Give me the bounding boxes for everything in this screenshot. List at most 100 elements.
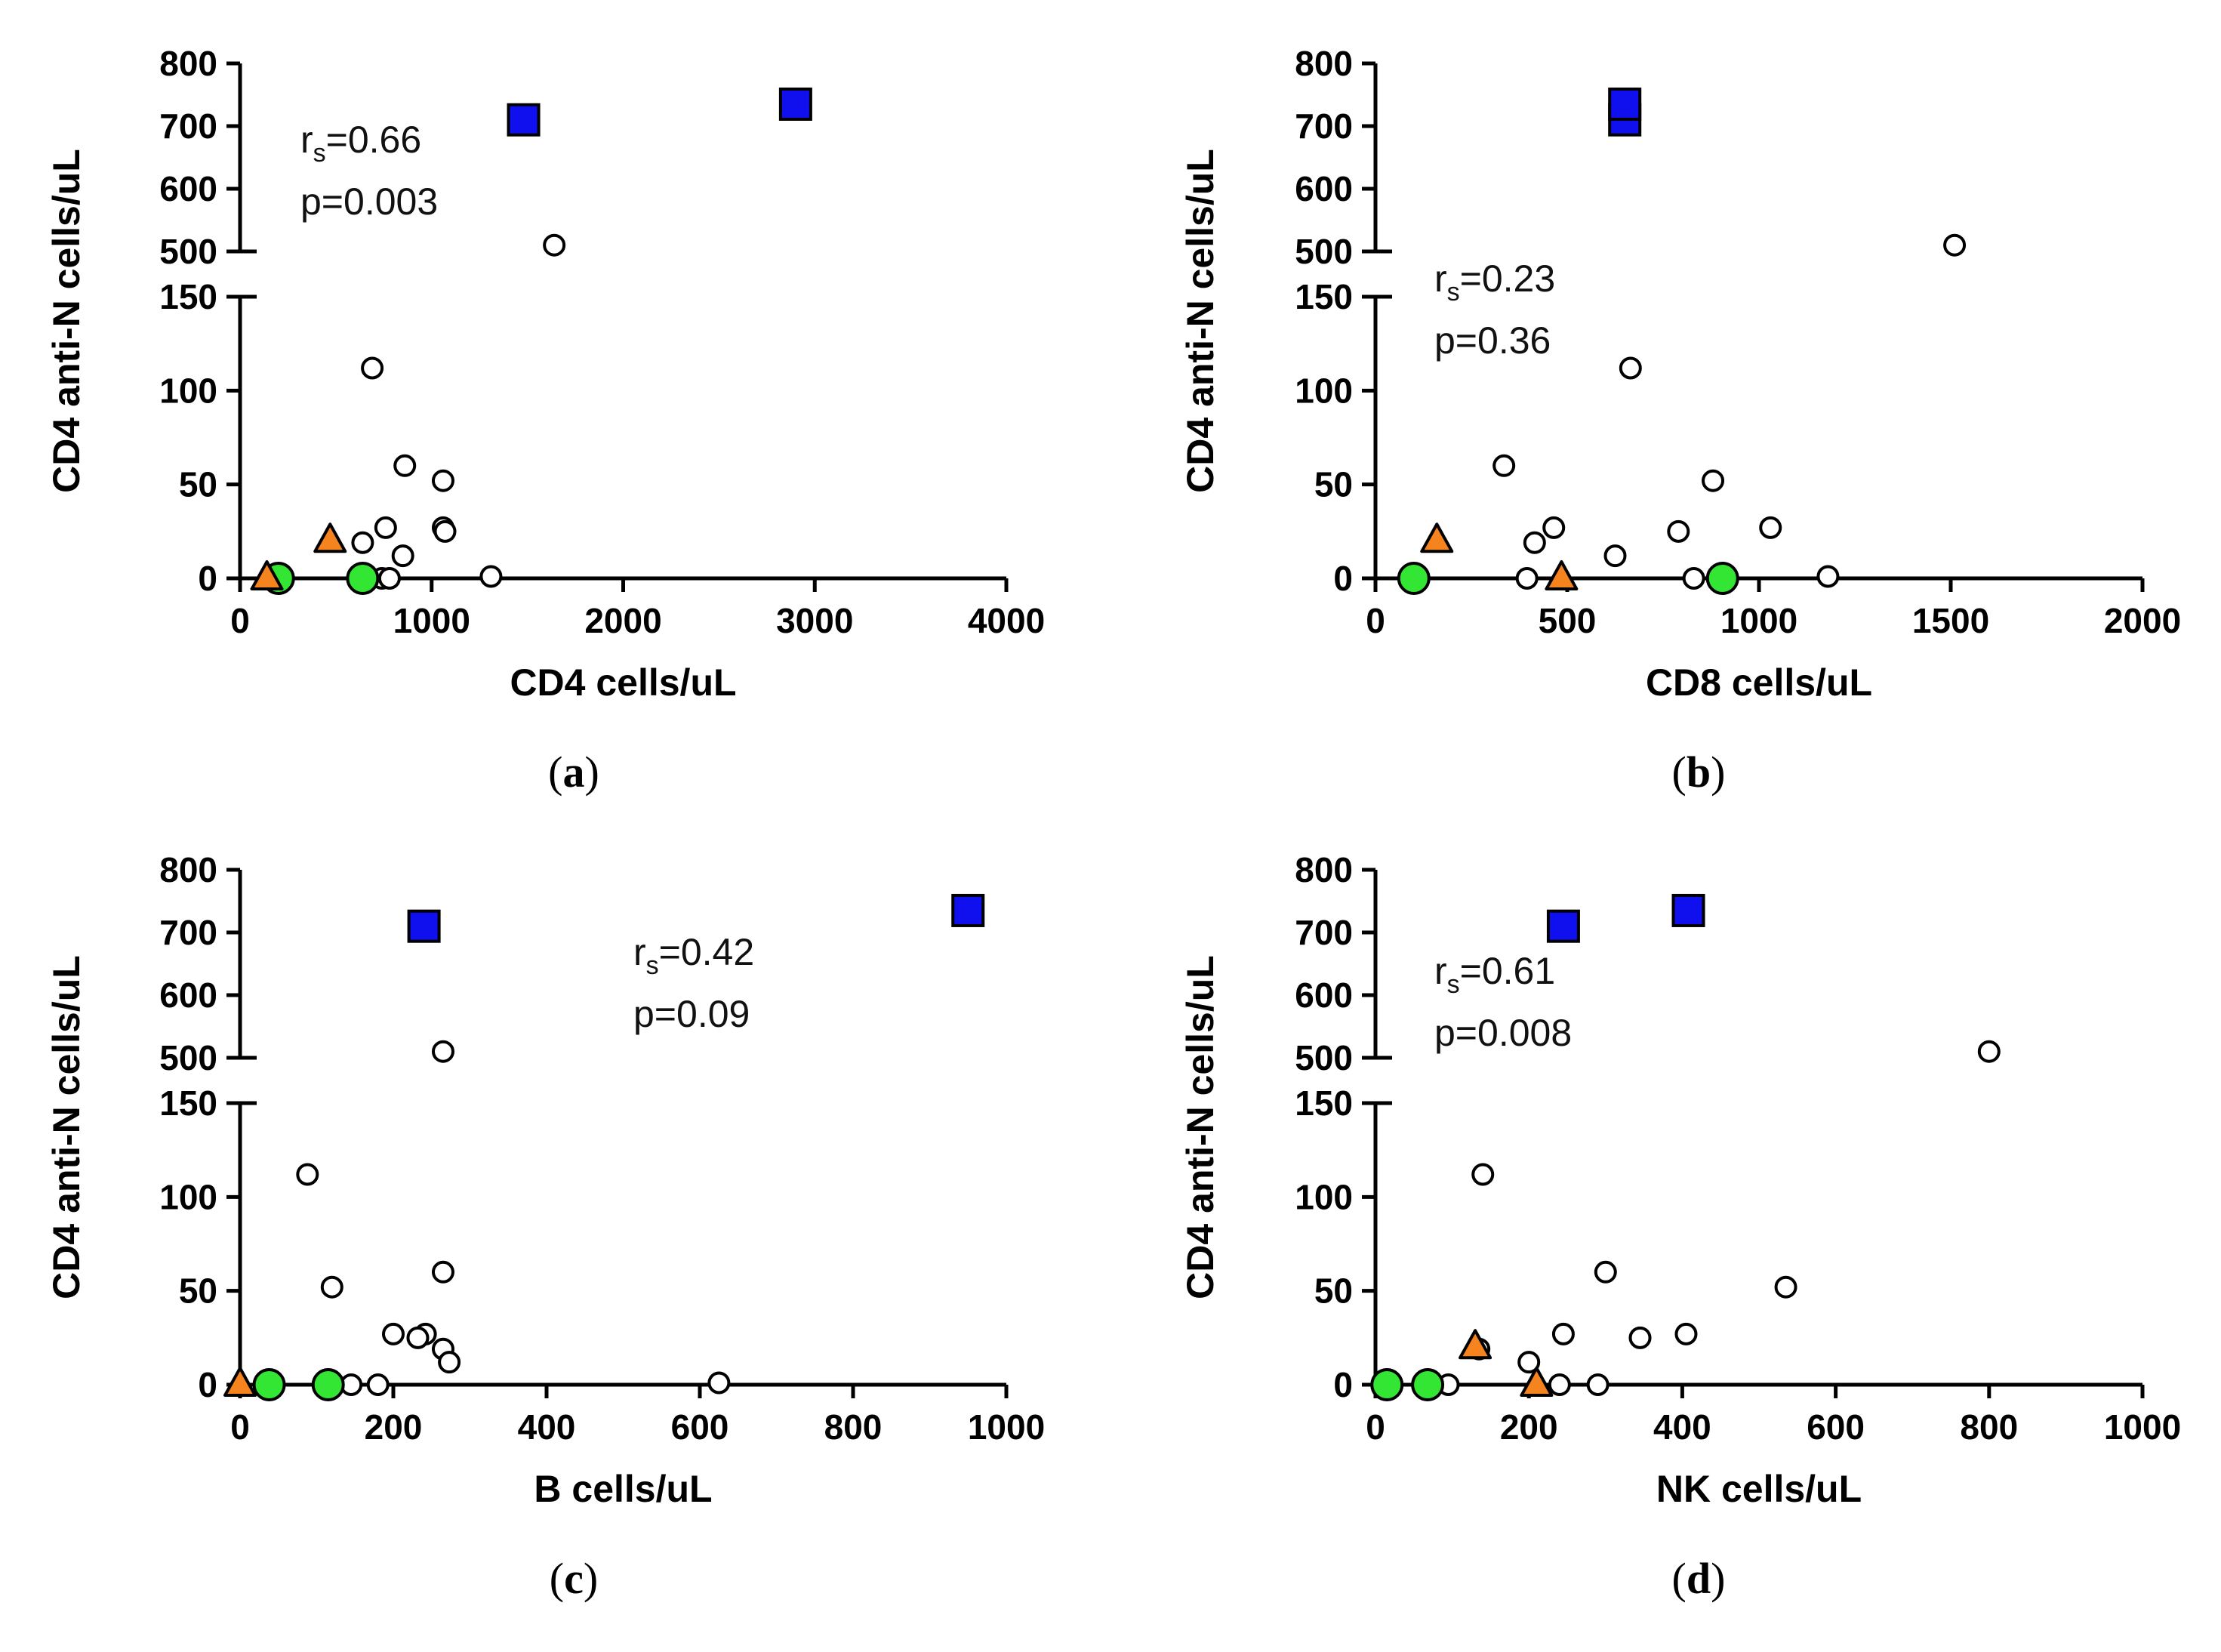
stat-r: rs=0.66 [300,119,421,168]
panel-c: 0 200 400 600 800 1000 0 50 100 150 500 600 700 800 B … [45,850,1045,1603]
x-tick-label: 4000 [968,601,1045,640]
x-tick-label: 1000 [968,1407,1045,1447]
y-tick-label: 500 [159,1038,217,1077]
x-tick-label: 500 [1539,601,1597,640]
stat-r-value: =0.66 [326,119,422,161]
point-circle-open [1943,233,1967,257]
point-triangle-orange [1545,560,1579,590]
point-square-blue [778,87,812,121]
y-tick-label: 50 [1314,1271,1353,1311]
y-tick-label: 0 [1333,559,1353,598]
point-square-blue [951,893,985,927]
x-tick-label: 1000 [1720,601,1797,640]
point-triangle-orange [1420,522,1454,553]
stat-r-symbol: r [633,931,646,973]
y-tick-label: 500 [1295,1038,1353,1077]
stat-r-subscript: s [1447,278,1460,307]
y-tick-label: 700 [1295,106,1353,146]
stat-r-value: =0.42 [659,931,755,973]
stat-r-subscript: s [646,951,659,980]
y-tick-label: 0 [198,559,217,598]
y-tick-label: 150 [1295,1083,1353,1123]
y-tick-label: 100 [1295,371,1353,410]
point-circle-open [1594,1260,1617,1284]
point-circle-open [1816,565,1840,588]
point-triangle-orange [223,1367,257,1397]
point-circle-green [1705,562,1739,595]
y-tick-label: 800 [1295,44,1353,83]
stat-r-symbol: r [1434,257,1447,300]
panel-letter: (a) [548,747,599,797]
y-tick-label: 50 [179,1271,217,1311]
y-tick-label: 50 [1314,465,1353,504]
point-circle-open [543,233,566,257]
point-circle-open [1619,356,1642,380]
panel-d: 0 200 400 600 800 1000 0 50 100 150 500 600 700 800 NK… [1179,850,2181,1603]
point-circle-open [433,519,457,543]
y-tick-label: 100 [159,371,217,410]
y-tick-label: 600 [159,975,217,1015]
y-tick-label: 150 [159,277,217,316]
y-tick-label: 600 [159,169,217,208]
point-circle-green [1411,1368,1445,1401]
point-circle-open [1674,1322,1698,1345]
point-triangle-orange [1520,1367,1554,1397]
point-circle-open [406,1326,430,1349]
point-circle-open [1977,1040,2001,1063]
y-axis-title: CD4 anti-N cells/uL [45,149,88,493]
stat-r-subscript: s [1447,970,1460,999]
y-tick-label: 150 [159,1083,217,1123]
y-axis-title: CD4 anti-N cells/uL [45,955,88,1299]
point-square-blue [1608,87,1642,121]
point-circle-open [1628,1326,1652,1349]
y-axis-title: CD4 anti-N cells/uL [1179,149,1221,493]
x-tick-label: 0 [230,1407,250,1447]
x-tick-label: 1500 [1912,601,1989,640]
point-triangle-orange [1459,1329,1492,1360]
point-circle-open [431,1260,454,1284]
point-circle-open [1515,567,1539,590]
panel-a: 0 1000 2000 3000 4000 0 50 100 150 500 600 700 800 CD… [45,44,1045,797]
x-tick-label: 600 [1807,1407,1865,1447]
stat-r-value: =0.61 [1460,950,1556,992]
x-axis-title: B cells/uL [534,1468,712,1510]
point-circle-open [1774,1275,1797,1299]
panel-letter-value: d [1687,1554,1711,1603]
point-circle-open [391,544,414,568]
point-circle-green [311,1368,345,1401]
point-circle-open [1702,469,1725,492]
point-circle-open [707,1371,731,1395]
y-tick-label: 600 [1295,169,1353,208]
point-circle-green [346,562,380,595]
point-circle-open [296,1163,319,1186]
stat-r-value: =0.23 [1460,257,1556,300]
panel-letter-value: b [1687,747,1711,797]
point-circle-open [1542,516,1566,539]
x-tick-label: 200 [1500,1407,1558,1447]
y-tick-label: 700 [159,913,217,952]
x-tick-label: 2000 [2104,601,2181,640]
stat-p: p=0.09 [633,993,750,1035]
point-circle-open [1471,1163,1495,1186]
point-triangle-orange [250,560,284,590]
x-tick-label: 200 [365,1407,423,1447]
point-circle-open [1759,516,1782,539]
stat-p: p=0.003 [300,180,438,223]
panel-letter-value: a [563,747,585,797]
stat-r: rs=0.61 [1434,950,1555,999]
point-circle-green [1370,1368,1404,1401]
y-tick-label: 500 [159,232,217,271]
point-circle-open [1603,544,1627,568]
y-tick-label: 700 [1295,913,1353,952]
point-circle-open [1667,519,1690,543]
point-circle-green [252,1368,286,1401]
y-axis-title: CD4 anti-N cells/uL [1179,955,1221,1299]
stat-r-symbol: r [1434,950,1447,992]
point-circle-open [374,516,397,539]
point-triangle-orange [313,522,347,553]
point-circle-open [382,1322,405,1345]
point-circle-open [479,565,503,588]
y-tick-label: 800 [159,850,217,889]
point-circle-open [1492,454,1516,477]
